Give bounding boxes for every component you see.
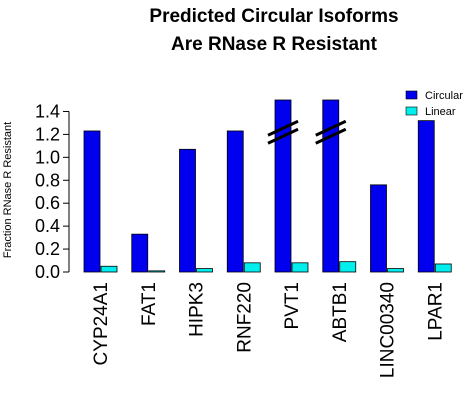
bar-linear-abtb1: [339, 261, 357, 273]
x-tick-label: LPAR1: [425, 282, 446, 341]
legend: Circular Linear: [405, 90, 463, 118]
bar-linear-lpar1: [434, 263, 452, 273]
y-tick-label: 1.2: [35, 124, 60, 144]
y-tick-label: 0.4: [35, 216, 60, 236]
legend-label-linear: Linear: [425, 106, 456, 118]
bar-circular-pvt1: [274, 99, 292, 273]
y-tick-label: 0.6: [35, 193, 60, 213]
y-tick-label: 0.2: [35, 239, 60, 259]
plot-area: 0.0 0.2 0.4 0.6 0.8 1.0 1.2 1.4 CYP24A1 FAT1 HIPK3…: [35, 99, 452, 378]
bar-circular-fat1: [131, 233, 149, 273]
axis-break-mark: [267, 119, 299, 145]
legend-label-circular: Circular: [425, 90, 463, 102]
y-tick-label: 1.4: [35, 101, 60, 121]
x-tick-label: RNF220: [234, 282, 255, 353]
y-tick-label: 0.0: [35, 262, 60, 282]
y-tick-label: 1.0: [35, 147, 60, 167]
bar-circular-linc00340: [370, 184, 387, 273]
x-tick-label: LINC00340: [378, 282, 399, 378]
bar-circular-lpar1: [417, 120, 435, 273]
bar-circular-hipk3: [179, 148, 196, 273]
legend-swatch-linear: [405, 106, 418, 116]
bar-circular-rnf220: [226, 130, 244, 273]
x-tick-label: PVT1: [282, 282, 303, 330]
y-axis-label: Fraction RNase R Resistant: [2, 122, 14, 258]
x-tick-label: FAT1: [139, 282, 160, 326]
y-tick-label: 0.8: [35, 170, 60, 190]
bar-linear-fat1: [148, 270, 166, 273]
chart-title-line-1: Predicted Circular Isoforms: [149, 6, 398, 27]
bar-linear-pvt1: [291, 262, 309, 273]
chart-title-line-2: Are RNase R Resistant: [171, 34, 378, 55]
bar-circular-cyp24a1: [83, 130, 101, 273]
x-tick-label: CYP24A1: [91, 282, 112, 365]
bar-linear-linc00340: [387, 268, 404, 273]
x-tick-label: ABTB1: [330, 282, 351, 342]
bar-linear-cyp24a1: [100, 265, 118, 273]
axis-break-mark: [315, 119, 347, 145]
bar-circular-abtb1: [322, 99, 340, 273]
bar-linear-hipk3: [196, 268, 213, 273]
legend-swatch-circular: [405, 90, 418, 100]
x-tick-label: HIPK3: [187, 282, 208, 337]
bar-linear-rnf220: [243, 262, 261, 273]
